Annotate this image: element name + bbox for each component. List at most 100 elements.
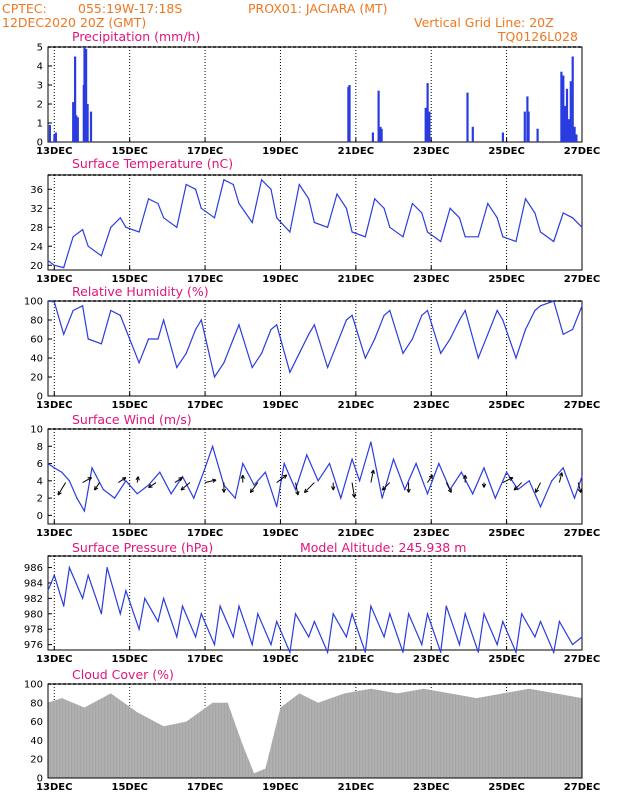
rh-data-point: [374, 338, 376, 340]
wind-data-point: [306, 454, 308, 456]
pressure-title: Surface Pressure (hPa): [72, 540, 213, 555]
temp-data-point: [276, 217, 278, 219]
wind-y-tick-label: 2: [37, 494, 43, 505]
temp-x-tick-label: 21DEC: [338, 274, 374, 285]
wind-data-point: [159, 471, 161, 473]
pres-data-point: [558, 620, 561, 623]
temp-data-point: [464, 236, 466, 238]
wind-arrow-shaft: [513, 482, 523, 491]
cloud-area: [47, 688, 582, 778]
wind-data-point: [340, 497, 342, 499]
pres-data-point: [421, 644, 423, 646]
temp-data-point: [125, 226, 127, 228]
temp-y-tick-label: 32: [30, 204, 43, 215]
pres-data-point: [534, 636, 536, 638]
wind-arrow-shaft: [535, 482, 541, 493]
temp-data-point: [313, 221, 315, 224]
cloud-frame-overlay: [47, 683, 583, 779]
temp-data-point: [534, 212, 536, 214]
rh-data-point: [261, 352, 263, 354]
rh-data-point: [411, 338, 413, 340]
pres-data-point: [364, 651, 366, 653]
pres-data-point: [125, 590, 127, 592]
wind-arrow-shaft: [204, 479, 217, 484]
precip-bar: [75, 115, 78, 142]
wind-arrow-head: [535, 488, 540, 493]
cloud-x-tick-label: 13DEC: [36, 782, 72, 793]
rh-data-point: [449, 338, 451, 340]
pres-x-tick-label: 17DEC: [187, 654, 223, 665]
wind-data-point: [460, 471, 462, 473]
pres-data-point: [351, 613, 353, 615]
header-station: PROX01: JACIARA (MT): [248, 1, 388, 16]
cloud-x-tick-label: 21DEC: [338, 782, 374, 793]
humidity-panel: Relative Humidity (%) 0 20 40 60 80 100 13DEC 15…: [24, 284, 600, 411]
temp-data-point: [496, 217, 498, 219]
rh-x-tick-label: 15DEC: [111, 400, 147, 411]
temp-data-point: [232, 183, 234, 186]
wind-data-point: [294, 488, 297, 491]
precip-bar: [74, 56, 77, 142]
rh-data-point: [72, 309, 74, 312]
rh-data-point: [581, 305, 583, 307]
wind-data-point: [317, 480, 319, 482]
temp-data-point: [147, 198, 150, 200]
precipitation-panel: Precipitation (mm/h) 0 1 2 3 4 5 13DEC 15DEC 17DE…: [36, 29, 600, 157]
wind-data-point: [204, 467, 206, 469]
pres-data-point: [82, 597, 84, 600]
wind-arrow-head: [180, 486, 185, 491]
temp-data-point: [195, 188, 197, 190]
pres-y-tick-label: 978: [24, 625, 43, 636]
rh-data-point: [336, 343, 338, 345]
pres-y-tick-label: 982: [24, 594, 43, 605]
rh-y-tick-label: 0: [37, 392, 43, 403]
wind-y-tick-label: 8: [37, 442, 43, 453]
precip-bar: [377, 90, 380, 142]
precip-bar: [85, 48, 88, 142]
cloud-x-tick-label: 27DEC: [564, 782, 600, 793]
temp-data-point: [402, 236, 404, 238]
temp-data-point: [383, 207, 385, 209]
precip-y-tick-label: 1: [37, 119, 43, 130]
wind-data-point: [426, 493, 429, 495]
temp-data-point: [110, 226, 112, 228]
wind-arrow-head: [240, 474, 245, 479]
temp-data-point: [298, 183, 300, 186]
rh-data-point: [138, 362, 140, 364]
rh-data-point: [100, 343, 102, 345]
wind-x-tick-label: 23DEC: [413, 528, 449, 539]
rh-data-point: [82, 305, 84, 307]
temp-data-point: [421, 212, 423, 214]
wind-data-point: [68, 480, 70, 482]
pres-data-point: [106, 567, 108, 569]
wind-arrow-head: [508, 477, 514, 482]
precip-bar: [526, 96, 529, 142]
temp-series-line: [47, 178, 583, 269]
temp-data-point: [82, 229, 84, 231]
pres-data-point: [163, 597, 165, 600]
pres-y-tick-label: 986: [24, 563, 43, 574]
pres-x-tick-label: 19DEC: [262, 654, 298, 665]
pres-data-point: [195, 636, 197, 638]
pres-data-point: [464, 613, 466, 615]
rh-y-tick-label: 40: [30, 354, 43, 365]
precip-bar: [501, 132, 504, 142]
wind-arrow-head: [558, 472, 564, 477]
precip-bar: [471, 126, 474, 142]
wind-arrow-shaft: [94, 482, 100, 491]
rh-data-point: [119, 314, 121, 316]
rh-data-point: [276, 324, 278, 326]
wind-arrow-head: [370, 469, 375, 475]
precip-bar: [564, 105, 567, 142]
temp-data-point: [374, 198, 376, 200]
temp-x-tick-label: 13DEC: [36, 274, 72, 285]
precip-bar: [536, 128, 539, 142]
wind-arrow-head: [303, 488, 309, 494]
pres-data-point: [426, 613, 429, 615]
cloud-x-tick-label: 17DEC: [187, 782, 223, 793]
wind-arrow-shaft: [148, 482, 157, 488]
header-date: 12DEC2020 20Z (GMT): [2, 15, 146, 30]
wind-arrow-head: [447, 488, 452, 493]
temp-data-point: [100, 255, 102, 257]
precip-bar: [562, 75, 565, 142]
